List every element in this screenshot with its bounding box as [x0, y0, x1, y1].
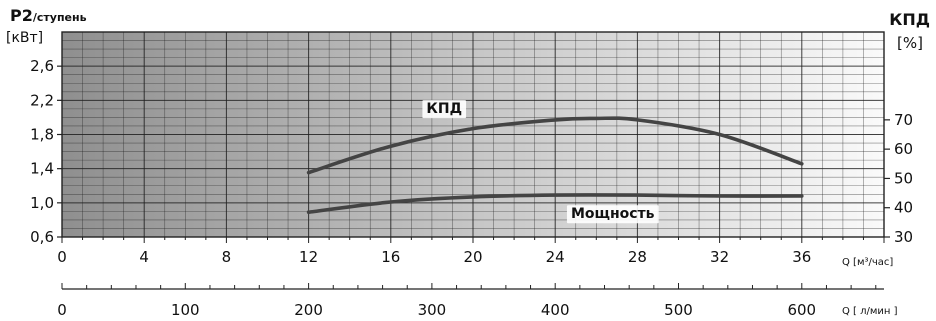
- x-axis-secondary-tick-label: 300: [418, 301, 447, 319]
- left-axis-title: P2/ступень: [10, 6, 87, 25]
- right-axis-tick-label: 60: [894, 140, 913, 158]
- left-axis-tick-label: 2,6: [30, 57, 54, 75]
- x-axis-primary-tick-label: 28: [628, 248, 647, 266]
- power-curve-label-group: Мощность: [566, 205, 659, 224]
- x-axis-primary-tick-label: 12: [299, 248, 318, 266]
- right-axis-tick-label: 30: [894, 228, 913, 246]
- right-axis-tick-label: 50: [894, 169, 913, 187]
- x-axis-secondary-tick-label: 100: [171, 301, 200, 319]
- x-axis-primary-tick-label: 4: [139, 248, 149, 266]
- x-axis-primary-tick-label: 36: [792, 248, 811, 266]
- x-axis-secondary-label: Q [ л/мин ]: [842, 306, 898, 317]
- x-axis-primary-tick-label: 24: [546, 248, 565, 266]
- left-axis-ticks: 0,6 1,0 1,4 1,8 2,2 2,6: [30, 57, 62, 246]
- x-axis-secondary-tick-label: 0: [57, 301, 67, 319]
- power-curve-label: Мощность: [571, 206, 655, 222]
- left-axis-tick-label: 0,6: [30, 228, 54, 246]
- right-axis-unit: [%]: [897, 34, 923, 52]
- left-axis-tick-label: 1,4: [30, 160, 54, 178]
- x-axis-primary-tick-label: 20: [463, 248, 482, 266]
- efficiency-curve: [306, 116, 804, 175]
- right-axis-tick-label: 70: [894, 111, 913, 129]
- right-axis-ticks: 30 40 50 60 70: [884, 111, 913, 246]
- x-axis-primary-ticks: 0 4 8 12 16 20 24 28 32 36: [57, 237, 885, 266]
- left-axis-tick-label: 1,0: [30, 194, 54, 212]
- x-axis-primary-tick-label: 16: [381, 248, 400, 266]
- right-axis-tick-label: 40: [894, 199, 913, 217]
- x-axis-primary-label: Q [м³/час]: [842, 257, 893, 268]
- x-axis-secondary-tick-label: 200: [294, 301, 323, 319]
- power-curve-label-box: [566, 205, 659, 224]
- x-axis-secondary-tick-label: 400: [541, 301, 570, 319]
- right-axis-title: КПД: [889, 10, 930, 29]
- x-axis-secondary: 0 100 200 300 400 500 600: [57, 283, 884, 319]
- left-axis-tick-label: 1,8: [30, 126, 54, 144]
- curves: КПД Мощность: [306, 100, 804, 224]
- x-axis-primary-tick-label: 8: [222, 248, 232, 266]
- x-axis-primary-tick-label: 0: [57, 248, 67, 266]
- grid: [62, 32, 884, 237]
- power-curve: [306, 193, 804, 214]
- x-axis-primary-tick-label: 32: [710, 248, 729, 266]
- efficiency-curve-label: КПД: [426, 101, 462, 117]
- left-axis-unit: [кВт]: [6, 30, 43, 46]
- x-axis-secondary-tick-label: 500: [664, 301, 693, 319]
- efficiency-curve-label-box: [422, 100, 467, 119]
- left-axis-tick-label: 2,2: [30, 91, 54, 109]
- efficiency-curve-label-group: КПД: [422, 100, 467, 119]
- x-axis-secondary-tick-label: 600: [787, 301, 816, 319]
